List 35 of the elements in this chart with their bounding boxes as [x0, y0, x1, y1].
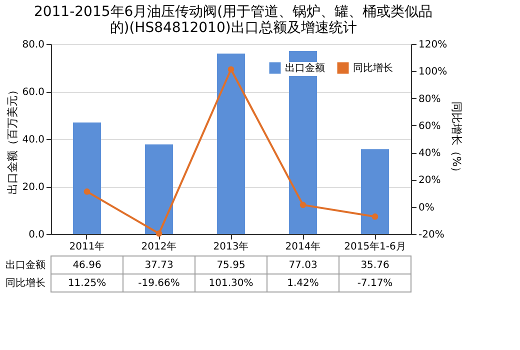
x-tick-label: 2015年1-6月	[344, 240, 406, 252]
y-axis-title: 出口金额（百万美元）	[6, 84, 20, 194]
y2-tick-label: 20%	[418, 175, 441, 186]
y2-tick-label: 100%	[418, 66, 448, 78]
x-tick-label: 2014年	[285, 240, 321, 252]
data-label: 77.03	[288, 260, 318, 271]
x-tick-label: 2012年	[141, 240, 177, 252]
y2-tick-label: -20%	[418, 230, 444, 240]
y2-tick-label: 40%	[418, 148, 441, 160]
chart-title: 2011-2015年6月油压传动阀(用于管道、锅炉、罐、桶或类似品的)(HS84812010)出口总额及增速统计	[34, 4, 433, 36]
data-label: 35.76	[360, 260, 390, 271]
y-tick-label: 80.0	[22, 40, 44, 50]
x-tick-label: 2011年	[69, 240, 105, 252]
y-tick-label: 0.0	[28, 230, 44, 240]
data-label: 46.96	[72, 260, 102, 271]
data-label: 1.42%	[287, 278, 319, 289]
text: 同比增长	[6, 278, 46, 289]
y-tick-label: 40.0	[22, 134, 44, 146]
data-label: 75.95	[216, 260, 246, 271]
y2-tick-label: 60%	[418, 120, 441, 132]
legend-label: 同比增长	[353, 62, 393, 74]
data-label: -19.66%	[138, 278, 180, 289]
y2-tick-label: 120%	[418, 40, 448, 50]
data-label: 101.30%	[208, 278, 254, 289]
y2-tick-label: 0%	[418, 202, 434, 214]
legend-label: 出口金额	[285, 62, 325, 74]
y2-tick-label: 80%	[418, 94, 441, 105]
text: 出口金额	[6, 260, 46, 271]
data-label: 11.25%	[68, 278, 106, 289]
x-tick-label: 2013年	[213, 240, 249, 252]
data-label: 37.73	[144, 260, 174, 271]
y-tick-label: 20.0	[22, 182, 44, 193]
y2-axis-title: 同比增长（%）	[450, 101, 464, 178]
y-tick-label: 60.0	[22, 87, 44, 98]
data-label: -7.17%	[357, 278, 393, 289]
